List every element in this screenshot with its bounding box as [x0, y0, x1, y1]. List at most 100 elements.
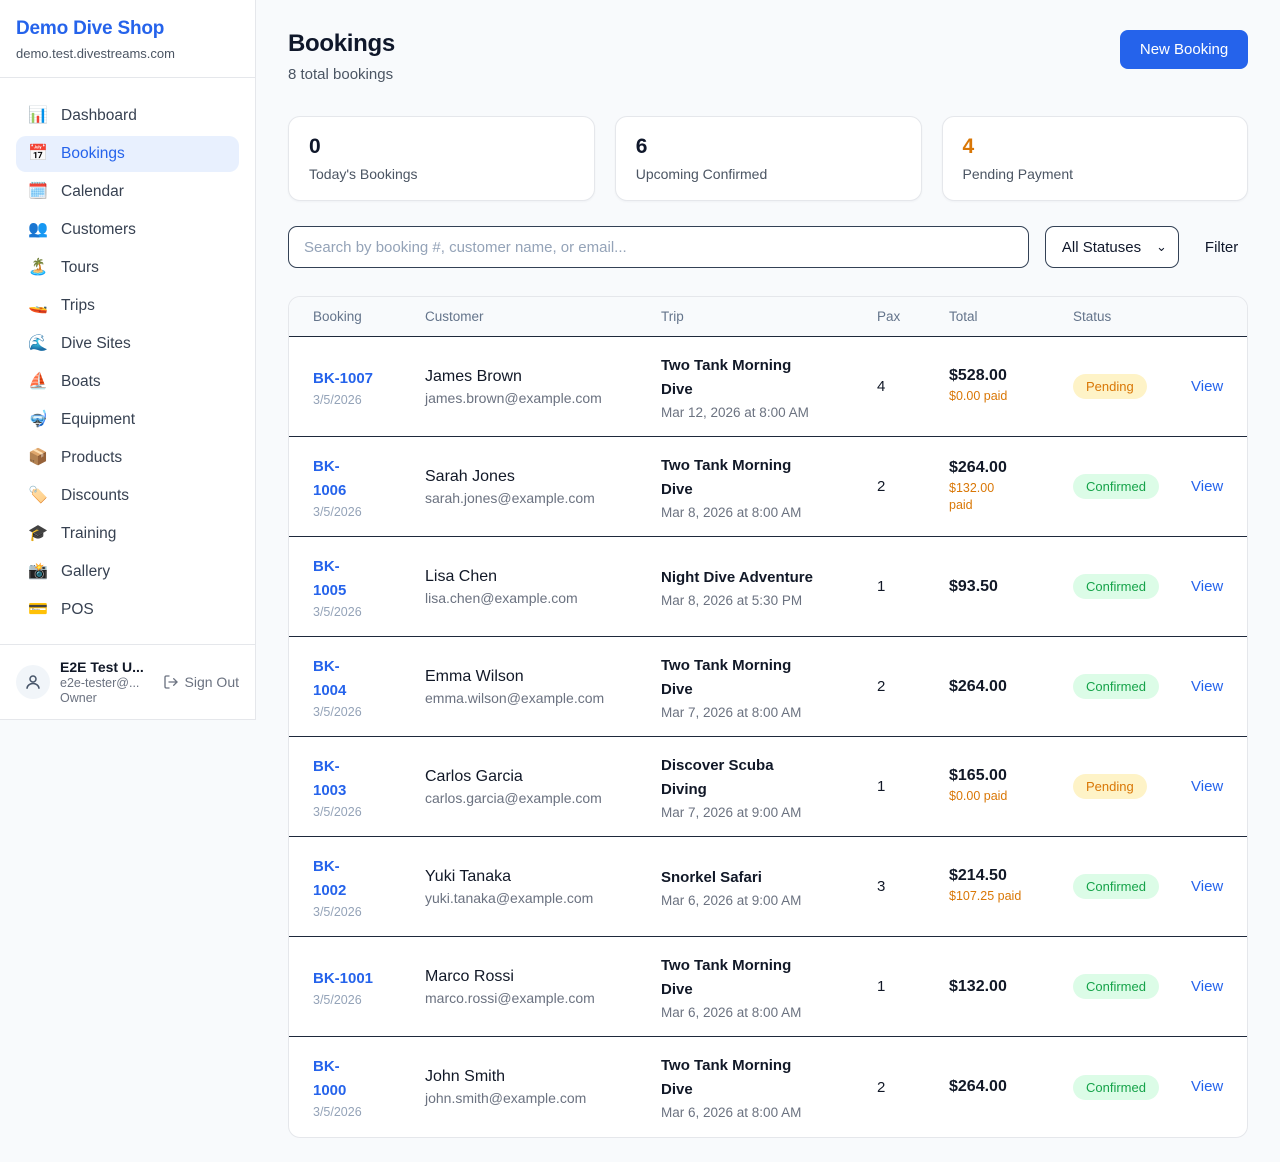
user-footer: E2E Test U... e2e-tester@... Owner Sign … [0, 644, 255, 719]
stat-label: Pending Payment [962, 166, 1074, 182]
action-cell: View [1191, 478, 1223, 496]
view-link[interactable]: View [1191, 677, 1224, 695]
bookings-icon: 📅 [28, 145, 48, 162]
customer-email: john.smith@example.com [425, 1090, 587, 1106]
sidebar-item-bookings[interactable]: 📅 Bookings [16, 136, 239, 172]
trip-name: Snorkel Safari [661, 868, 762, 886]
total-cell: $528.00 $0.00 paid [949, 367, 1073, 406]
sidebar-item-equipment[interactable]: 🤿 Equipment [16, 402, 239, 438]
filter-button[interactable]: Filter [1195, 239, 1248, 256]
stat-card-todays-bookings: 0 Today's Bookings [288, 116, 595, 201]
sidebar-item-label: Bookings [61, 145, 125, 162]
trip-name: Two Tank Morning Dive [661, 956, 792, 998]
table-row: BK- 1000 3/5/2026 John Smith john.smith@exam… [289, 1037, 1247, 1137]
booking-date: 3/5/2026 [313, 504, 362, 519]
status-select[interactable]: All Statuses [1044, 226, 1179, 268]
column-header: Total [949, 309, 978, 324]
customer-name: James Brown [425, 367, 522, 385]
stat-value: 4 [962, 135, 975, 158]
total-cell: $132.00 [949, 978, 1073, 996]
customer-cell: John Smith john.smith@example.com [425, 1068, 661, 1106]
total-amount: $264.00 [949, 677, 1007, 695]
new-booking-button[interactable]: New Booking [1119, 30, 1249, 69]
sidebar-item-discounts[interactable]: 🏷️ Discounts [16, 478, 239, 514]
sidebar-item-gallery[interactable]: 📸 Gallery [16, 554, 239, 590]
status-cell: Pending [1073, 774, 1191, 799]
sidebar-item-label: Tours [61, 259, 99, 276]
table-row: BK-1001 3/5/2026 Marco Rossi marco.rossi@ex… [289, 937, 1248, 1037]
total-amount: $165.00 [949, 767, 1007, 785]
status-cell: Confirmed [1073, 1074, 1191, 1100]
sign-out-label: Sign Out [184, 674, 239, 690]
table-row: BK- 1002 3/5/2026 Yuki Tanaka yuki.tanaka@ex… [289, 837, 1248, 937]
trip-datetime: Mar 6, 2026 at 8:00 AM [661, 1004, 802, 1020]
total-cell: $93.50 [949, 578, 1073, 596]
sidebar-item-label: POS [61, 601, 94, 618]
action-cell: View [1191, 378, 1223, 396]
trip-name: Two Tank Morning Dive [661, 1057, 792, 1098]
stat-label: Today's Bookings [309, 166, 418, 182]
sign-out-button[interactable]: Sign Out [163, 674, 239, 690]
view-link[interactable]: View [1191, 1078, 1224, 1095]
booking-id-link[interactable]: BK- 1006 [313, 457, 347, 499]
status-badge: Confirmed [1073, 1074, 1159, 1100]
total-amount: $93.50 [949, 577, 998, 595]
trip-datetime: Mar 8, 2026 at 5:30 PM [661, 592, 803, 608]
user-role: Owner [60, 691, 97, 705]
avatar [16, 665, 50, 699]
customer-cell: Sarah Jones sarah.jones@example.com [425, 468, 661, 506]
booking-cell: BK- 1006 3/5/2026 [313, 455, 425, 519]
booking-date: 3/5/2026 [313, 992, 362, 1007]
sidebar-item-tours[interactable]: 🏝️ Tours [16, 250, 239, 286]
user-meta: E2E Test U... e2e-tester@... Owner [60, 659, 153, 705]
total-amount: $214.50 [949, 867, 1007, 885]
customer-cell: Carlos Garcia carlos.garcia@example.com [425, 768, 661, 806]
discounts-icon: 🏷️ [28, 487, 48, 504]
customer-email: yuki.tanaka@example.com [425, 889, 594, 906]
trip-cell: Two Tank Morning Dive Mar 6, 2026 at 8:00 … [661, 954, 877, 1020]
booking-id-link[interactable]: BK-1007 [313, 369, 374, 387]
booking-id-link[interactable]: BK- 1003 [313, 757, 347, 799]
trips-icon: 🚤 [28, 297, 48, 314]
booking-cell: BK- 1003 3/5/2026 [313, 755, 425, 819]
view-link[interactable]: View [1191, 777, 1224, 795]
status-badge: Confirmed [1073, 874, 1159, 899]
trip-cell: Two Tank Morning Dive Mar 6, 2026 at 8:00 … [661, 1054, 877, 1120]
customer-cell: Emma Wilson emma.wilson@example.com [425, 668, 661, 706]
customer-name: Yuki Tanaka [425, 867, 511, 885]
sidebar-item-boats[interactable]: ⛵ Boats [16, 364, 239, 400]
total-cell: $214.50 $107.25 paid [949, 867, 1073, 906]
booking-id-link[interactable]: BK- 1005 [313, 557, 347, 599]
pos-icon: 💳 [28, 601, 48, 618]
view-link[interactable]: View [1191, 977, 1224, 995]
page-header: Bookings 8 total bookings New Booking [288, 30, 1249, 83]
booking-id-link[interactable]: BK- 1004 [313, 657, 347, 699]
sidebar-item-dive-sites[interactable]: 🌊 Dive Sites [16, 326, 239, 362]
view-link[interactable]: View [1191, 577, 1224, 595]
sidebar-item-training[interactable]: 🎓 Training [16, 516, 239, 552]
pax-cell: 2 [877, 478, 886, 495]
sidebar-item-calendar[interactable]: 🗓️ Calendar [16, 174, 239, 210]
booking-date: 3/5/2026 [313, 804, 362, 819]
booking-id-link[interactable]: BK- 1002 [313, 857, 347, 899]
sidebar-item-label: Dashboard [61, 107, 137, 124]
booking-id-link[interactable]: BK- 1000 [313, 1058, 347, 1099]
view-link[interactable]: View [1191, 477, 1224, 495]
view-link[interactable]: View [1191, 377, 1224, 395]
sidebar-item-dashboard[interactable]: 📊 Dashboard [16, 98, 239, 134]
page-subtitle: 8 total bookings [288, 66, 394, 83]
sidebar-item-customers[interactable]: 👥 Customers [16, 212, 239, 248]
sidebar-item-trips[interactable]: 🚤 Trips [16, 288, 239, 324]
sidebar-item-pos[interactable]: 💳 POS [16, 592, 239, 628]
booking-id-link[interactable]: BK-1001 [313, 969, 374, 987]
sidebar-item-products[interactable]: 📦 Products [16, 440, 239, 476]
search-input[interactable] [288, 226, 1029, 268]
view-link[interactable]: View [1191, 877, 1224, 895]
trip-datetime: Mar 12, 2026 at 8:00 AM [661, 404, 809, 420]
trip-cell: Snorkel Safari Mar 6, 2026 at 9:00 AM [661, 866, 877, 908]
table-header-row: Booking Customer Trip Pax Total Status [289, 297, 1248, 337]
paid-amount: $0.00 paid [949, 389, 1008, 404]
column-header: Trip [661, 309, 684, 324]
status-badge: Confirmed [1073, 674, 1159, 699]
page-title: Bookings [288, 30, 395, 57]
